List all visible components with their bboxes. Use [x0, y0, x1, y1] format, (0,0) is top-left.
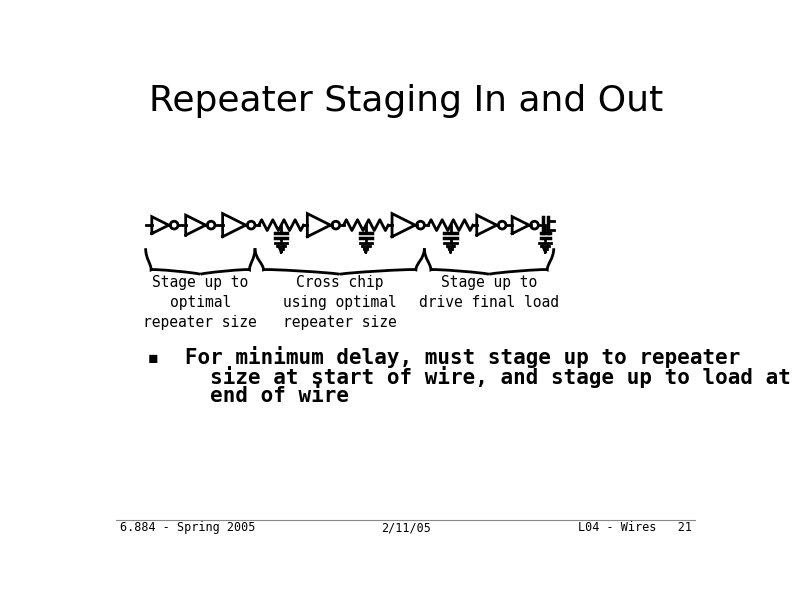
- Text: 2/11/05: 2/11/05: [381, 521, 431, 534]
- Text: 6.884 - Spring 2005: 6.884 - Spring 2005: [120, 521, 256, 534]
- Text: L04 - Wires   21: L04 - Wires 21: [577, 521, 691, 534]
- Text: end of wire: end of wire: [147, 386, 349, 406]
- Text: ▪  For minimum delay, must stage up to repeater: ▪ For minimum delay, must stage up to re…: [147, 346, 741, 368]
- Text: Stage up to
drive final load: Stage up to drive final load: [419, 275, 559, 310]
- Text: size at start of wire, and stage up to load at: size at start of wire, and stage up to l…: [147, 366, 791, 388]
- Text: Repeater Staging In and Out: Repeater Staging In and Out: [149, 84, 663, 118]
- Text: Cross chip
using optimal
repeater size: Cross chip using optimal repeater size: [283, 275, 397, 330]
- Text: Stage up to
optimal
repeater size: Stage up to optimal repeater size: [143, 275, 257, 330]
